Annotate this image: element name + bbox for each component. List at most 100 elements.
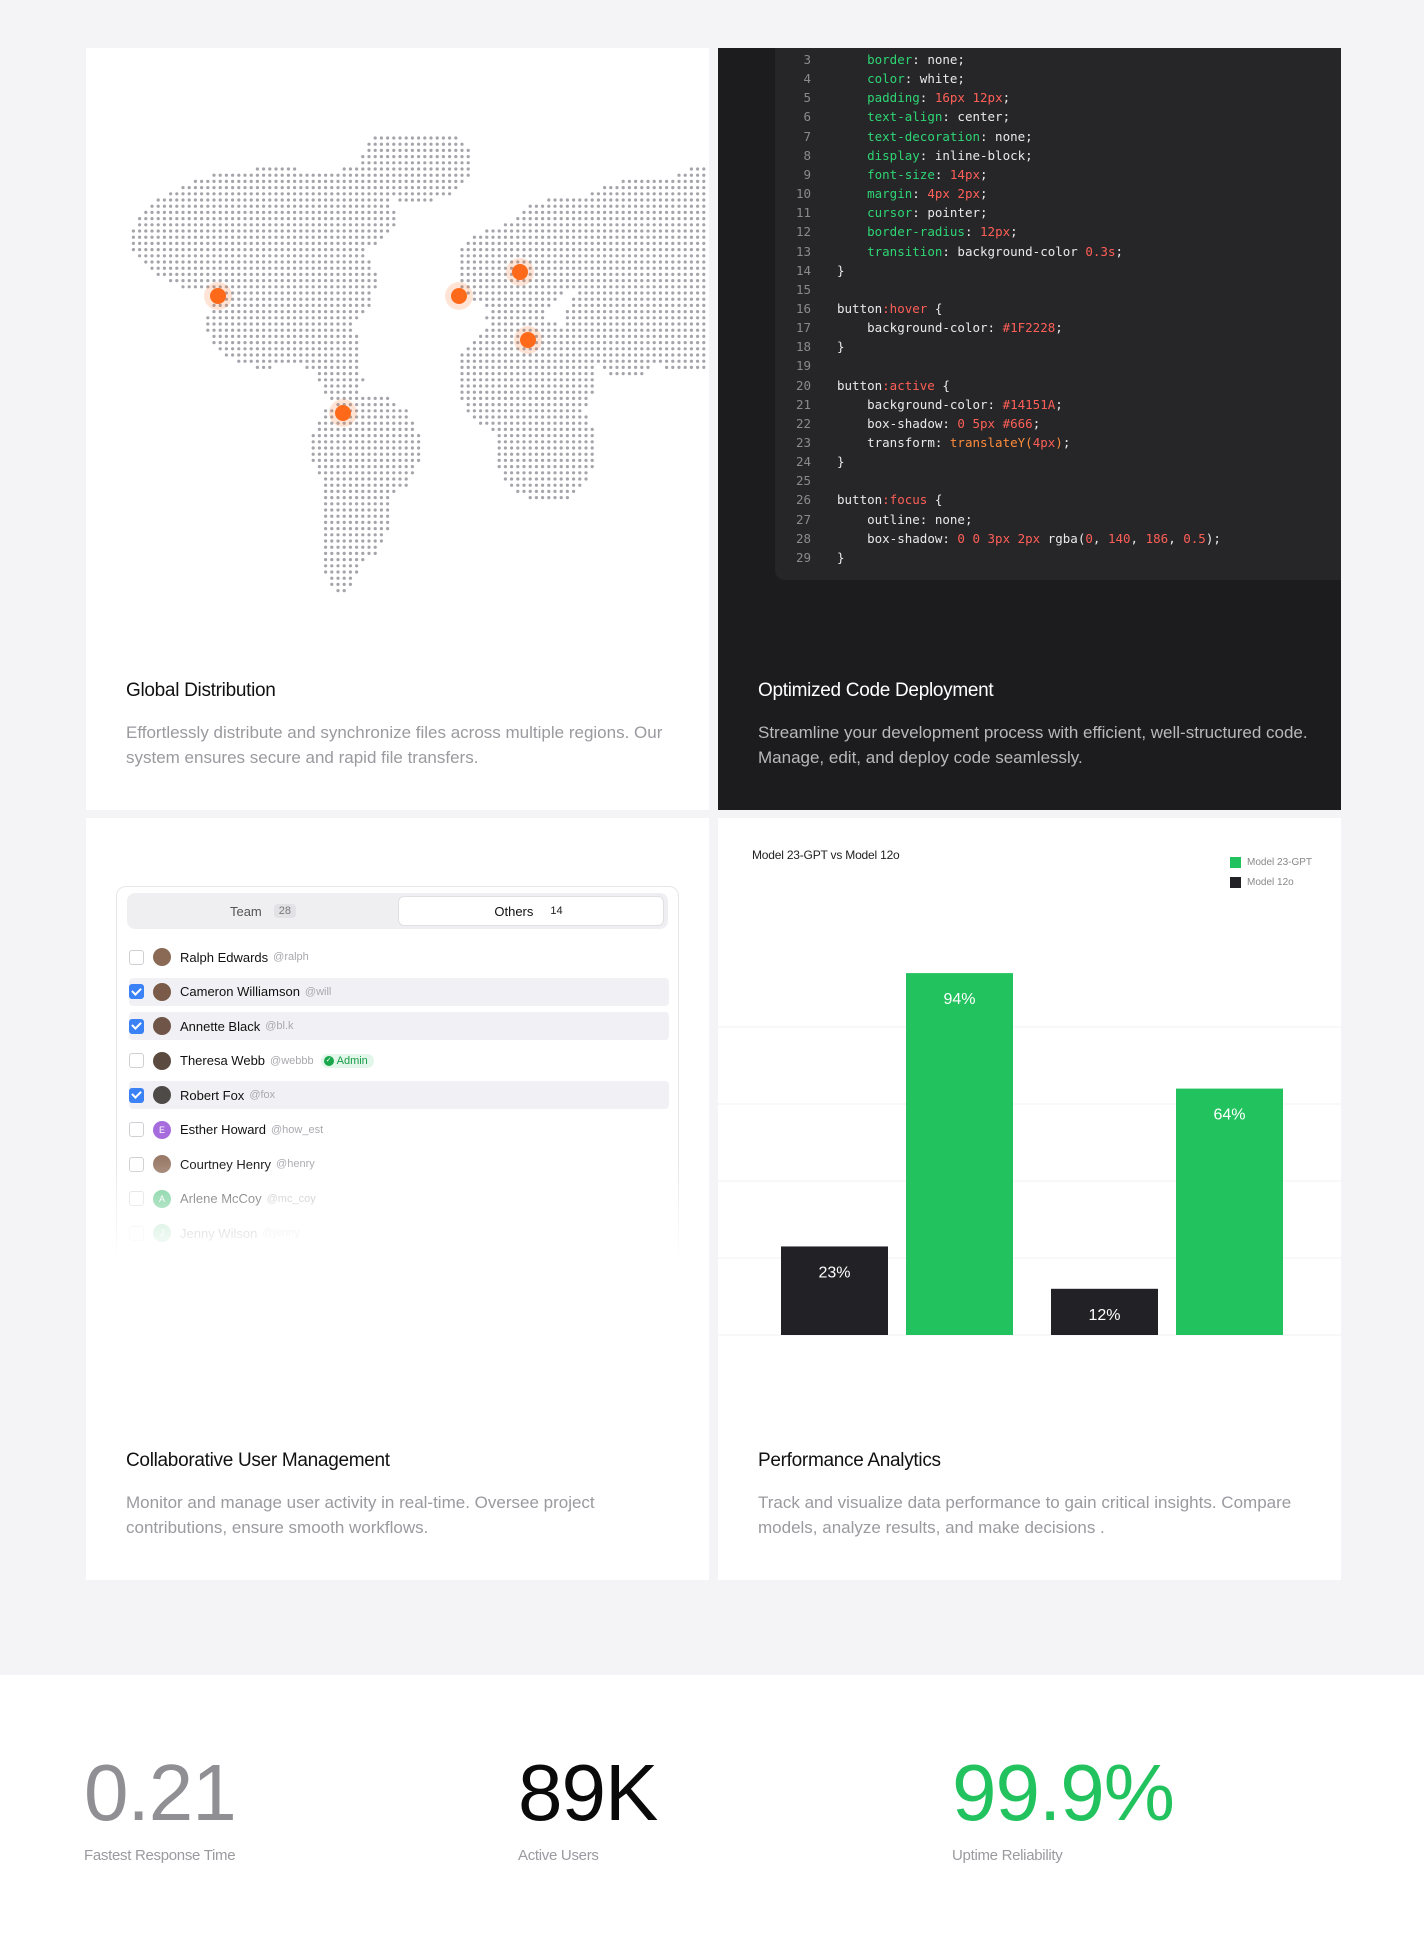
stat-value-active-users: 89K xyxy=(518,1748,658,1837)
code-line: 11 cursor: pointer; xyxy=(775,203,988,222)
code-line: 14} xyxy=(775,261,845,280)
code-deployment-card: 3 border: none; 4 color: white; 5 padding:… xyxy=(718,48,1341,810)
line-number: 18 xyxy=(795,339,811,355)
code-line: 26 button:focus { xyxy=(775,490,942,509)
user-row[interactable]: E Esther Howard @how_est xyxy=(129,1116,669,1144)
user-name: Ralph Edwards xyxy=(180,949,269,965)
row-checkbox[interactable] xyxy=(129,984,144,999)
legend-swatch xyxy=(1230,856,1241,868)
line-number: 9 xyxy=(803,166,811,182)
row-checkbox[interactable] xyxy=(129,1122,144,1137)
user-name: Esther Howard xyxy=(180,1122,266,1137)
line-number: 27 xyxy=(795,511,811,527)
chart-legend: Model 23-GPT Model 12o xyxy=(1230,852,1312,892)
code-line: 12 border-radius: 12px; xyxy=(775,222,1018,241)
tab-others[interactable]: Others 14 xyxy=(398,896,664,926)
line-number: 7 xyxy=(803,128,811,144)
avatar: E xyxy=(153,1120,171,1139)
hub-marker xyxy=(335,405,351,421)
line-number: 8 xyxy=(803,147,811,163)
row-checkbox[interactable] xyxy=(129,949,144,965)
card-title: Optimized Code Deployment xyxy=(758,680,994,701)
row-checkbox[interactable] xyxy=(129,1053,144,1068)
hub-marker xyxy=(512,264,528,280)
line-number: 20 xyxy=(795,377,811,393)
line-number: 11 xyxy=(795,205,811,221)
code-line: 9 font-size: 14px; xyxy=(775,165,987,184)
avatar xyxy=(153,982,171,1001)
user-row[interactable]: Annette Black @bl.k xyxy=(129,1012,669,1040)
avatar xyxy=(153,1017,171,1035)
user-management-card: Team 28 Others 14 Ralph Edwards @ralph Cam… xyxy=(86,818,709,1580)
code-line: 3 border: none; xyxy=(775,50,964,69)
line-number: 10 xyxy=(795,186,811,202)
row-checkbox[interactable] xyxy=(129,1087,144,1103)
code-line: 18} xyxy=(775,337,845,356)
user-name: Annette Black xyxy=(180,1018,261,1034)
legend-item: Model 23-GPT xyxy=(1230,852,1312,872)
bar-value-label: 64% xyxy=(1213,1107,1245,1124)
code-line: 28 box-shadow: 0 0 3px 2px rgba(0, 140, … xyxy=(775,529,1221,548)
stat-label-uptime: Uptime Reliability xyxy=(952,1847,1063,1864)
user-row[interactable]: Cameron Williamson @will xyxy=(129,977,669,1006)
user-row[interactable]: Robert Fox @fox xyxy=(129,1081,669,1109)
card-description: Effortlessly distribute and synchronize … xyxy=(126,723,663,767)
avatar xyxy=(153,1086,171,1104)
code-line: 20 button:active { xyxy=(775,376,950,395)
stat-label-response-time: Fastest Response Time xyxy=(84,1847,236,1864)
line-number: 23 xyxy=(795,435,811,450)
user-handle: @webbb xyxy=(270,1054,314,1067)
code-line: 21 background-color: #14151A; xyxy=(775,395,1063,414)
user-name: Robert Fox xyxy=(180,1087,245,1103)
tab-label: Team xyxy=(229,903,262,919)
line-number: 25 xyxy=(795,473,811,489)
line-number: 13 xyxy=(795,243,811,259)
legend-item: Model 12o xyxy=(1230,872,1312,892)
line-number: 3 xyxy=(803,52,811,67)
code-line: 16 button:hover { xyxy=(775,299,942,318)
line-number: 29 xyxy=(795,549,811,565)
line-number: 19 xyxy=(795,358,811,374)
card-title: Global Distribution xyxy=(126,680,276,701)
global-distribution-card: Global Distribution Effortlessly distrib… xyxy=(86,48,709,810)
bar-model-12o xyxy=(781,1246,888,1335)
line-number: 17 xyxy=(795,320,811,336)
user-row[interactable]: Theresa Webb @webbb ✓ Admin xyxy=(129,1047,669,1075)
check-icon: ✓ xyxy=(323,1055,334,1066)
code-line: 10 margin: 4px 2px; xyxy=(775,184,988,203)
bar-value-label: 94% xyxy=(943,991,975,1008)
user-row[interactable]: Ralph Edwards @ralph xyxy=(129,943,669,971)
code-line: 23 transform: translateY(4px); xyxy=(775,433,1070,452)
line-number: 14 xyxy=(795,262,811,278)
world-map xyxy=(131,136,706,593)
card-title: Performance Analytics xyxy=(758,1450,941,1471)
bar-value-label: 12% xyxy=(1088,1307,1120,1324)
user-name: Cameron Williamson xyxy=(180,984,300,999)
tab-team[interactable]: Team 28 xyxy=(130,896,396,926)
code-line: 7 text-decoration: none; xyxy=(775,127,1032,146)
line-number: 15 xyxy=(795,281,811,297)
bar-model-23-gpt xyxy=(1176,1088,1283,1335)
legend-label: Model 23-GPT xyxy=(1247,856,1313,868)
stat-value-uptime: 99.9% xyxy=(952,1748,1175,1837)
line-number: 5 xyxy=(803,90,811,106)
legend-swatch xyxy=(1230,876,1241,888)
card-description: Monitor and manage user activity in real… xyxy=(126,1493,595,1537)
code-line: 29} xyxy=(775,548,845,567)
line-number: 6 xyxy=(803,109,811,125)
code-editor: 3 border: none; 4 color: white; 5 padding:… xyxy=(775,48,1341,580)
hub-marker xyxy=(520,332,536,348)
performance-analytics-card: 23% 94% 12% 64% Model 23-GPT vs Model 12o M… xyxy=(718,818,1341,1580)
bar-chart: 23% 94% 12% 64% xyxy=(718,973,1341,1336)
bar-value-label: 23% xyxy=(818,1264,850,1281)
user-handle: @fox xyxy=(249,1089,276,1101)
stats-section: 0.21 Fastest Response Time 89K Active Us… xyxy=(0,1675,1424,1944)
stat-label-active-users: Active Users xyxy=(518,1847,599,1864)
list-fade-overlay xyxy=(86,1158,709,1278)
row-checkbox[interactable] xyxy=(129,1018,144,1034)
line-number: 21 xyxy=(795,396,811,412)
line-number: 24 xyxy=(795,454,811,470)
code-line: 8 display: inline-block; xyxy=(775,146,1032,165)
map-dots xyxy=(131,136,706,593)
code-line: 4 color: white; xyxy=(775,69,965,88)
